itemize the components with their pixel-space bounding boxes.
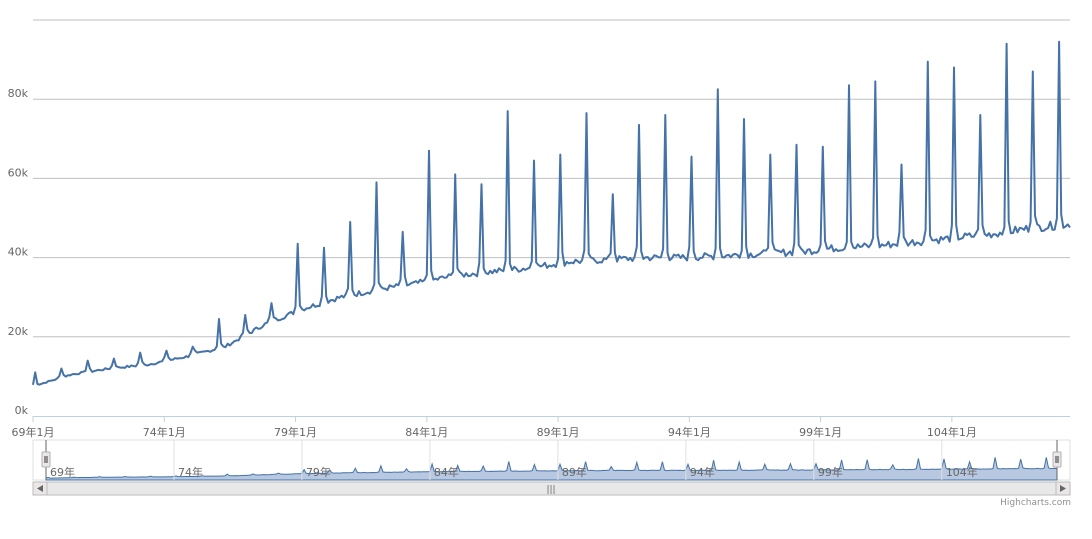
x-tick-label: 74年1月 <box>143 425 186 439</box>
navigator-tick-label: 104年 <box>946 465 978 479</box>
scrollbar[interactable]: ||| <box>32 481 1071 496</box>
navigator-series-area <box>45 457 1058 481</box>
navigator-tick-label: 84年 <box>434 465 459 479</box>
grid-lines <box>33 19 1070 338</box>
x-tick-label: 79年1月 <box>274 425 317 439</box>
scrollbar-left-button[interactable] <box>32 481 48 496</box>
series-line <box>32 40 1071 386</box>
navigator-tick-label: 99年 <box>818 465 843 479</box>
x-tick-label: 104年1月 <box>927 425 977 439</box>
navigator-handle-left[interactable] <box>41 440 51 480</box>
navigator-handle-grip[interactable] <box>1052 451 1062 468</box>
y-tick-label: 80k <box>8 87 29 100</box>
navigator[interactable]: 69年 74年 79年 84年 89年 94年 99年 104年 <box>32 439 1071 481</box>
navigator-tick-label: 79年 <box>306 465 331 479</box>
x-tick-label: 94年1月 <box>668 425 711 439</box>
navigator-handle-grip[interactable] <box>41 451 51 468</box>
credits-label[interactable]: Highcharts.com <box>1000 498 1071 508</box>
y-tick-label: 0k <box>15 404 29 417</box>
navigator-tick-label: 74年 <box>178 465 203 479</box>
navigator-handle-right[interactable] <box>1052 440 1062 480</box>
x-tick-label: 84年1月 <box>405 425 448 439</box>
x-tick-label: 69年1月 <box>12 425 55 439</box>
navigator-tick-label: 69年 <box>50 465 75 479</box>
chevron-right-icon <box>1060 485 1066 492</box>
y-tick-label: 60k <box>8 166 29 179</box>
y-tick-label: 20k <box>8 325 29 338</box>
navigator-tick-label: 89年 <box>562 465 587 479</box>
y-axis-labels: 0k 20k 40k 60k 80k <box>8 87 29 417</box>
x-axis: 69年1月 74年1月 79年1月 84年1月 89年1月 94年1月 99年1月 104年1… <box>12 416 1070 439</box>
navigator-tick-label: 94年 <box>690 465 715 479</box>
scrollbar-right-button[interactable] <box>1055 481 1071 496</box>
plot-area <box>32 40 1071 386</box>
x-tick-label: 89年1月 <box>537 425 580 439</box>
x-tick-label: 99年1月 <box>799 425 842 439</box>
y-tick-label: 40k <box>8 246 29 259</box>
scrollbar-thumb-grip[interactable]: ||| <box>546 485 555 495</box>
chevron-left-icon <box>37 485 43 492</box>
